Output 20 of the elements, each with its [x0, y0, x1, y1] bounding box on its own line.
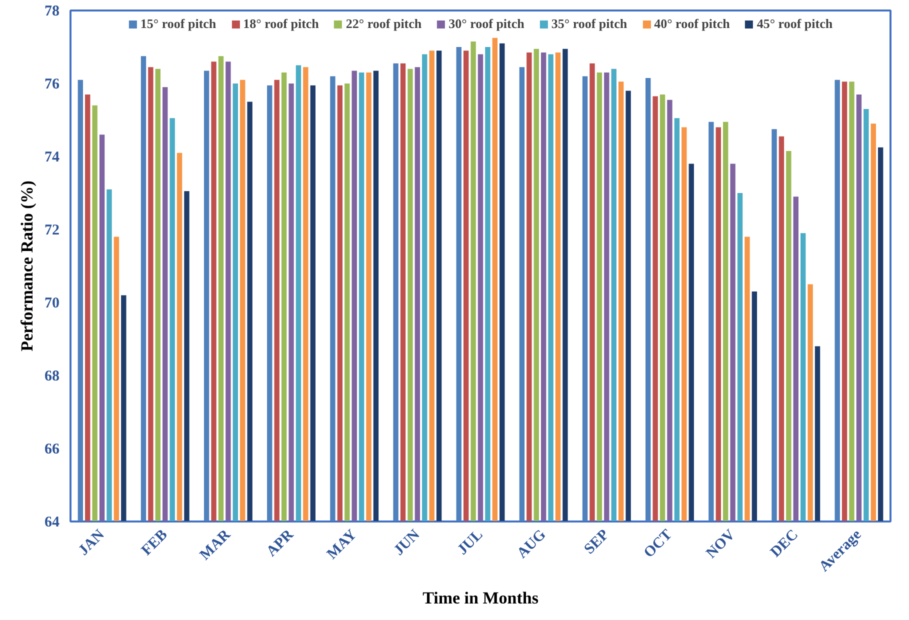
y-tick-label: 66	[44, 442, 60, 458]
y-tick-label: 64	[44, 514, 60, 530]
y-tick-label: 72	[44, 222, 60, 238]
legend-label: 30° roof pitch	[448, 16, 524, 32]
legend-label: 22° roof pitch	[346, 16, 422, 32]
y-tick-label: 68	[44, 368, 60, 384]
y-tick-label: 74	[44, 150, 60, 166]
x-tick-label: JUL	[454, 526, 486, 558]
y-tick-label: 78	[44, 4, 60, 20]
y-axis-title: Performance Ratio (%)	[18, 180, 36, 352]
legend-label: 45° roof pitch	[756, 16, 833, 32]
x-tick-label: SEP	[582, 526, 612, 558]
legend-label: 18° roof pitch	[243, 16, 319, 32]
legend-label: 15° roof pitch	[140, 16, 216, 32]
y-tick-label: 76	[44, 76, 60, 92]
x-tick-label: FEB	[138, 526, 171, 559]
x-axis-title: Time in Months	[422, 588, 539, 608]
legend-label: 35° roof pitch	[551, 16, 628, 32]
y-tick-label: 70	[44, 296, 60, 312]
legend-label: 40° roof pitch	[654, 16, 730, 32]
